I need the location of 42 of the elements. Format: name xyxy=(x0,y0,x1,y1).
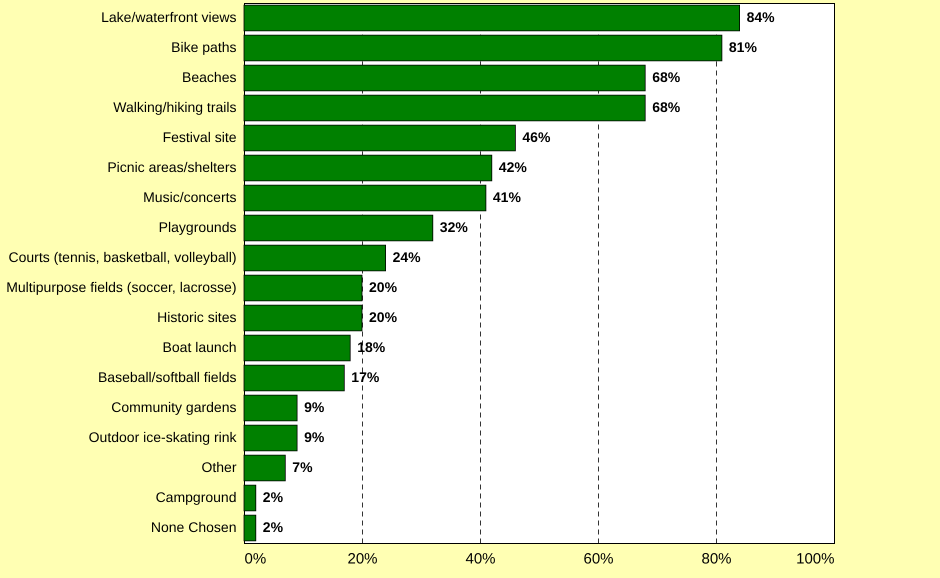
y-tick-label: Multipurpose fields (soccer, lacrosse) xyxy=(6,279,236,295)
y-tick-label: Beaches xyxy=(182,69,236,85)
data-label: 68% xyxy=(652,99,681,115)
y-tick-label: None Chosen xyxy=(150,519,236,535)
x-tick-label: 20% xyxy=(347,550,378,568)
data-label: 18% xyxy=(357,339,386,355)
y-tick-label: Bike paths xyxy=(171,39,236,55)
data-label: 46% xyxy=(522,129,551,145)
x-tick-label: 100% xyxy=(796,550,834,568)
y-tick-label: Walking/hiking trails xyxy=(113,99,236,115)
y-tick-label: Community gardens xyxy=(111,399,236,415)
x-tick-label: 0% xyxy=(244,550,266,568)
data-label: 20% xyxy=(369,309,398,325)
data-label: 20% xyxy=(369,279,398,295)
data-label: 32% xyxy=(440,219,468,235)
data-label: 9% xyxy=(304,399,325,415)
y-tick-label: Historic sites xyxy=(157,309,236,325)
data-label: 7% xyxy=(292,459,314,475)
x-tick-label: 40% xyxy=(465,550,496,568)
y-tick-label: Music/concerts xyxy=(143,189,236,205)
x-tick-label: 60% xyxy=(583,550,614,568)
data-label: 17% xyxy=(351,369,380,385)
y-tick-label: Picnic areas/shelters xyxy=(107,159,236,175)
y-tick-label: Courts (tennis, basketball, volleyball) xyxy=(8,249,236,265)
data-label: 24% xyxy=(392,249,422,265)
x-tick-label: 80% xyxy=(701,550,732,568)
y-tick-label: Baseball/softball fields xyxy=(98,369,236,385)
data-label: 42% xyxy=(498,159,528,175)
y-tick-label: Outdoor ice-skating rink xyxy=(88,429,238,445)
data-label: 41% xyxy=(492,189,522,205)
y-tick-label: Lake/waterfront views xyxy=(101,9,236,25)
data-label: 81% xyxy=(728,39,758,55)
y-tick-label: Playgrounds xyxy=(158,219,236,235)
y-tick-label: Festival site xyxy=(162,129,237,145)
y-tick-label: Campground xyxy=(156,489,236,505)
y-tick-label: Boat launch xyxy=(162,339,236,355)
data-label: 84% xyxy=(746,9,776,25)
data-label: 9% xyxy=(304,429,325,445)
data-label: 2% xyxy=(262,489,284,505)
data-label: 68% xyxy=(652,69,681,85)
data-label: 2% xyxy=(262,519,284,535)
y-tick-label: Other xyxy=(201,459,237,475)
